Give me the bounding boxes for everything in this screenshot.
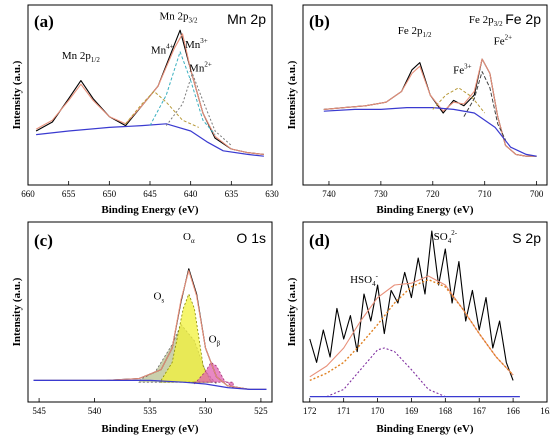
series-background-line [33, 379, 267, 390]
series-fe2-line [463, 71, 506, 141]
peak-annotation: Fe 2p1/2 [398, 25, 432, 39]
peak-annotation: Mn 2p3/2 [159, 10, 197, 24]
x-tick-label: 166 [506, 406, 520, 416]
x-tick-label: 170 [371, 406, 385, 416]
y-axis-label: Intensity (a.u.) [11, 277, 23, 346]
series-o-beta-area [193, 361, 234, 389]
x-ticks: 740 730 720 710 700 [322, 181, 544, 199]
y-axis-label: Intensity (a.u.) [11, 60, 23, 129]
x-ticks: 660 655 650 645 640 635 630 [21, 181, 279, 199]
x-tick-label: 660 [21, 189, 35, 199]
series-fe3-line [432, 87, 486, 114]
x-tick-label: 740 [322, 189, 336, 199]
peak-annotation: Oβ [209, 334, 221, 348]
series-layer [35, 29, 264, 157]
x-tick-label: 730 [374, 189, 388, 199]
x-tick-label: 535 [143, 406, 157, 416]
x-axis-label: Binding Energy (eV) [101, 204, 199, 216]
panel-fe-2p: (b) Fe 2p Binding Energy (eV) Intensity … [286, 4, 548, 216]
x-tick-label: 635 [225, 189, 239, 199]
annotations: Oα Os Oβ [154, 231, 221, 348]
series-mn3-line [149, 51, 216, 135]
panel-mn-2p: (a) Mn 2p Binding Energy (eV) Intensity … [11, 4, 279, 216]
x-tick-label: 545 [32, 406, 46, 416]
peak-annotation: Mn 2p1/2 [62, 50, 100, 64]
x-tick-label: 630 [265, 189, 279, 199]
y-axis-label: Intensity (a.u.) [286, 277, 298, 346]
x-tick-label: 650 [103, 189, 117, 199]
corner-title: S 2p [512, 230, 541, 246]
series-so4-line [309, 278, 514, 382]
peak-annotation: Oα [183, 231, 195, 245]
peak-annotation: HSO4- [350, 272, 379, 288]
series-raw-line [33, 268, 267, 390]
panel-label: (d) [309, 231, 330, 250]
x-ticks: 172 171 170 169 168 167 166 165 [303, 398, 550, 416]
panel-o-1s: (c) O 1s Binding Energy (eV) Intensity (… [11, 221, 273, 435]
plot-frame [302, 4, 548, 186]
x-tick-label: 169 [405, 406, 419, 416]
x-tick-label: 540 [88, 406, 102, 416]
peak-annotation: SO42- [434, 229, 458, 245]
series-background-line [323, 106, 537, 157]
peak-annotation: Fe 2p3/2 [469, 14, 503, 28]
series-mn2-line [165, 72, 232, 146]
x-axis-label: Binding Energy (eV) [376, 423, 474, 435]
peak-annotation: Fe2+ [494, 34, 512, 48]
x-tick-label: 720 [426, 189, 440, 199]
panel-label: (b) [309, 12, 330, 31]
peak-annotation: Mn2+ [189, 61, 212, 75]
corner-title: O 1s [236, 230, 266, 246]
peak-annotation: Os [154, 290, 165, 304]
series-layer [323, 58, 537, 157]
x-tick-label: 172 [303, 406, 317, 416]
series-raw-line [309, 230, 514, 381]
x-axis-label: Binding Energy (eV) [376, 204, 474, 216]
corner-title: Mn 2p [227, 11, 266, 27]
peak-annotation: Mn3+ [185, 37, 208, 51]
series-mn4-line [125, 90, 200, 128]
x-tick-label: 525 [254, 406, 268, 416]
series-envelope-line [35, 33, 264, 155]
x-tick-label: 710 [478, 189, 492, 199]
x-ticks: 545 540 535 530 525 [32, 398, 268, 416]
x-tick-label: 530 [199, 406, 213, 416]
peak-annotation: Fe3+ [453, 62, 472, 76]
x-tick-label: 700 [530, 189, 544, 199]
y-axis-label: Intensity (a.u.) [286, 60, 298, 129]
panel-label: (c) [34, 231, 53, 250]
series-layer [33, 268, 267, 390]
plot-frame [302, 221, 548, 403]
x-tick-label: 640 [184, 189, 198, 199]
x-tick-label: 168 [439, 406, 453, 416]
annotations: HSO4- SO42- [350, 229, 458, 288]
panel-label: (a) [34, 12, 54, 31]
series-hso4-line [326, 347, 446, 398]
x-tick-label: 645 [143, 189, 157, 199]
x-tick-label: 165 [540, 406, 550, 416]
series-layer [309, 230, 520, 398]
x-tick-label: 167 [472, 406, 486, 416]
panel-s-2p: (d) S 2p Binding Energy (eV) Intensity (… [286, 221, 550, 435]
x-tick-label: 655 [62, 189, 76, 199]
series-envelope-line [309, 275, 514, 378]
series-envelope-line [33, 270, 267, 390]
x-tick-label: 171 [337, 406, 351, 416]
corner-title: Fe 2p [505, 11, 541, 27]
x-axis-label: Binding Energy (eV) [101, 423, 199, 435]
series-background-line [36, 123, 264, 157]
series-envelope-line [323, 58, 537, 157]
